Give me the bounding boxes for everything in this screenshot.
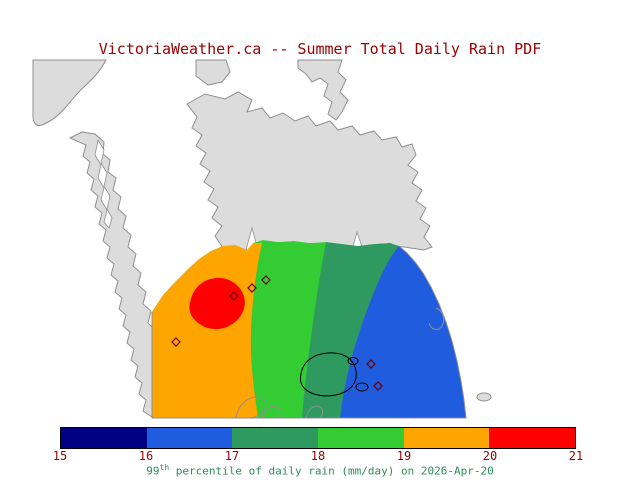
- inlet-channel: [94, 138, 113, 229]
- contour-field: [152, 240, 466, 418]
- colorbar-tick-label: 21: [568, 449, 584, 463]
- station-marker: [247, 283, 257, 293]
- station-markers: [171, 275, 383, 391]
- land-north-arm: [297, 59, 349, 121]
- harbour-coast-3: [305, 405, 324, 419]
- colorbar-tick-label: 17: [224, 449, 240, 463]
- colorbar-tick-label: 16: [138, 449, 154, 463]
- bay-coast-east: [428, 307, 445, 331]
- colorbar-segment: [232, 428, 319, 448]
- colorbar-segment: [403, 428, 490, 448]
- colorbar-segment: [146, 428, 233, 448]
- contour-loop-small-1: [347, 357, 359, 365]
- colorbar-tick-label: 15: [52, 449, 68, 463]
- land-group: [32, 59, 492, 418]
- station-marker: [366, 359, 376, 369]
- contour-band-20-21: [189, 277, 245, 330]
- harbour-coast-1: [235, 396, 267, 419]
- island-southeast: [476, 392, 492, 402]
- island-north: [195, 59, 231, 86]
- station-marker: [229, 291, 239, 301]
- coastline-overlay: [151, 245, 467, 419]
- caption-rest: percentile of daily rain (mm/day) on 202…: [169, 464, 494, 478]
- harbour-coast-2: [261, 406, 281, 419]
- contour-band-15-16: [299, 352, 357, 397]
- caption-prefix: 99: [146, 464, 160, 478]
- colorbar-ticks: 15 16 17 18 19 20 21: [53, 449, 583, 463]
- caption-superscript: th: [159, 463, 170, 472]
- contour-band-16-17: [340, 246, 466, 418]
- field-coast-edge: [151, 245, 467, 419]
- station-marker: [171, 337, 181, 347]
- station-marker: [373, 381, 383, 391]
- colorbar-segment: [318, 428, 404, 448]
- land-central-peninsula: [186, 91, 433, 253]
- colorbar-segment: [61, 428, 147, 448]
- contour-band-17-18: [302, 242, 399, 418]
- colorbar: [60, 427, 576, 449]
- colorbar-tick-label: 19: [396, 449, 412, 463]
- contour-loop-small-2: [355, 382, 369, 392]
- colorbar-tick-label: 20: [482, 449, 498, 463]
- station-marker: [261, 275, 271, 285]
- page-title: VictoriaWeather.ca -- Summer Total Daily…: [98, 40, 542, 58]
- colorbar-segment: [489, 428, 576, 448]
- colorbar-caption: 99th percentile of daily rain (mm/day) o…: [0, 462, 640, 477]
- land-northwest-cape: [32, 59, 107, 126]
- colorbar-tick-label: 18: [310, 449, 326, 463]
- contour-band-19-20: [152, 243, 262, 418]
